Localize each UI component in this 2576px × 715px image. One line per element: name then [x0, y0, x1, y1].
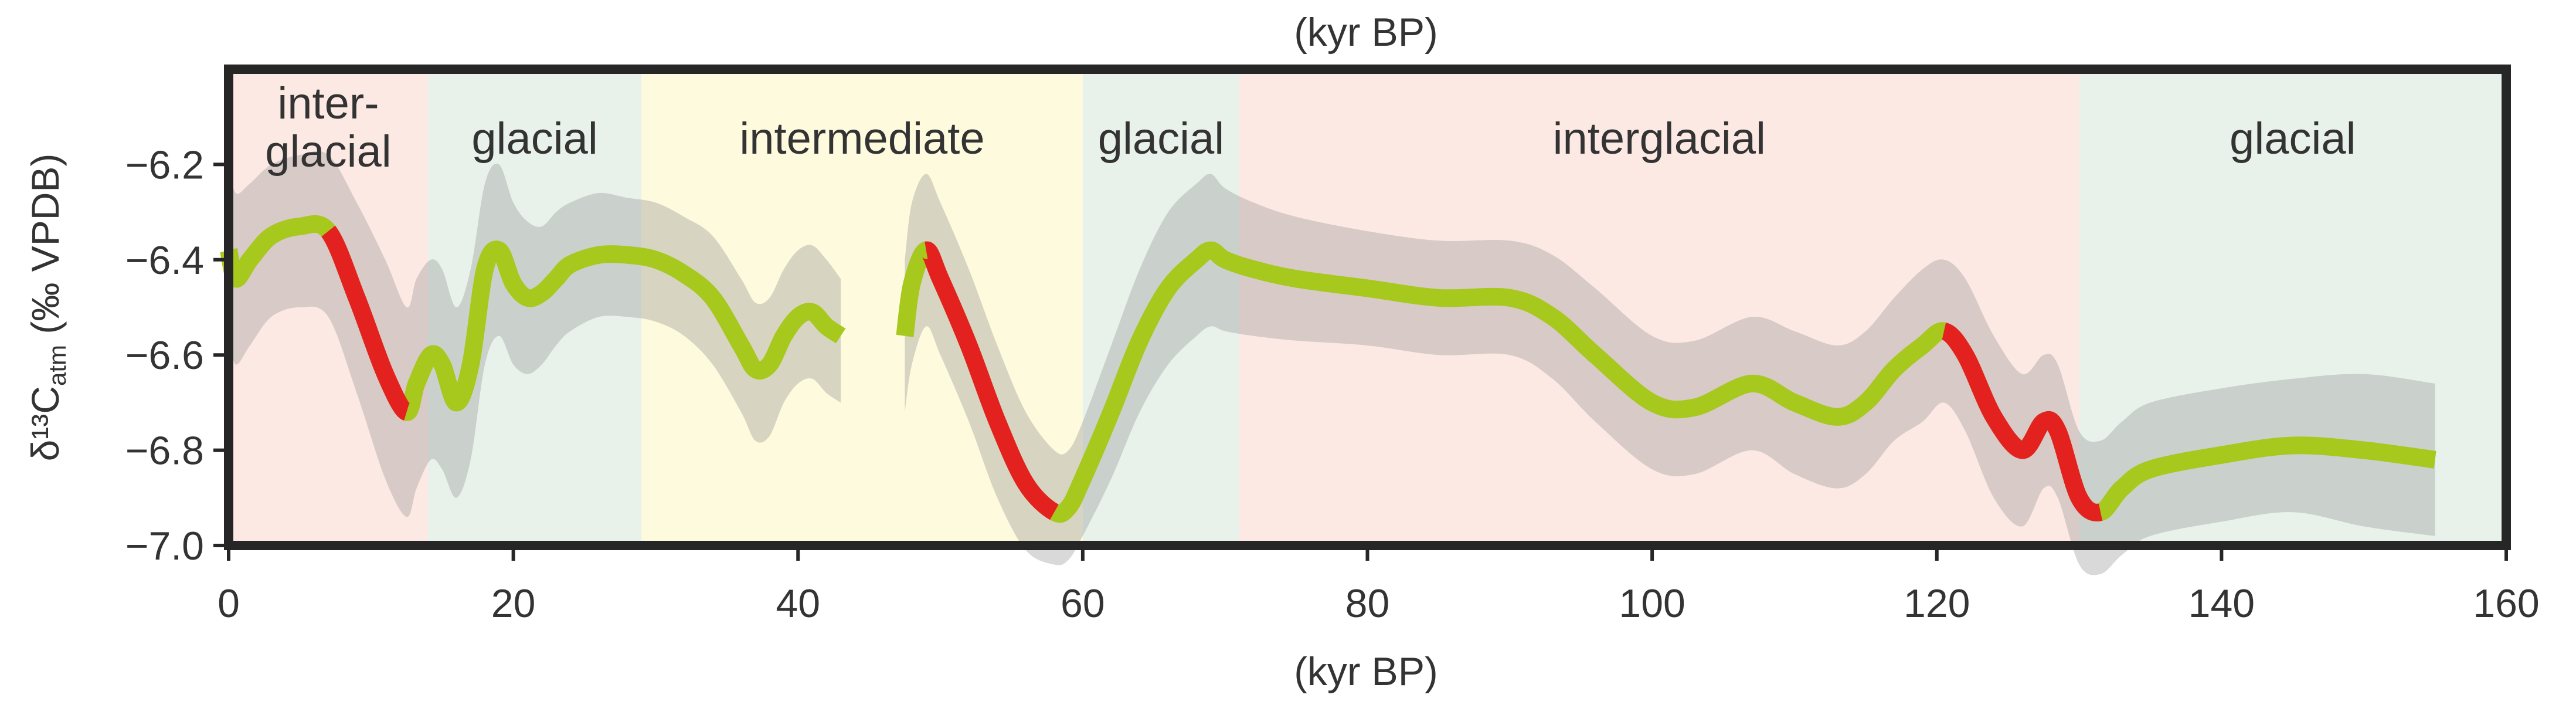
data-lines: [220, 215, 2436, 523]
highlight-line: [321, 225, 412, 421]
period-label: glacial: [1098, 114, 1224, 164]
y-tick-label: −6.2: [125, 143, 204, 187]
period-labels: inter-glacial glacial intermediate glacial i…: [265, 79, 2356, 177]
x-axis-label: (kyr BP): [1294, 649, 1438, 694]
y-tick-label: −6.4: [125, 238, 204, 283]
highlight-line: [922, 241, 1059, 520]
highlight-line: [1941, 322, 2103, 521]
period-label: glacial: [2230, 114, 2356, 164]
x-tick-label: 40: [776, 581, 820, 626]
period-label: inter-glacial: [265, 79, 391, 177]
period-label: interglacial: [1553, 114, 1766, 164]
period-label-line: inter-: [277, 79, 379, 128]
y-tick-label: −6.8: [125, 429, 204, 473]
plot-frame: [224, 65, 2511, 550]
period-label-line: glacial: [471, 114, 597, 164]
period-label-line: interglacial: [1553, 114, 1766, 164]
y-axis-label-symbol: δ¹³C: [23, 386, 67, 461]
period-label-line: intermediate: [739, 114, 984, 164]
period-label-line: glacial: [265, 127, 391, 177]
x-tick-label: 120: [1904, 581, 1970, 626]
chart-title: (kyr BP): [1294, 10, 1438, 55]
period-label-line: glacial: [1098, 114, 1224, 164]
axes: 0 20 40 60 80 100 120 140 160 −6.2 −6.4 −6.6 −6.8 −7.…: [125, 143, 2540, 626]
x-tick-label: 100: [1619, 581, 1685, 626]
x-tick-label: 0: [218, 581, 240, 626]
uncertainty-band: [229, 151, 841, 517]
y-axis-label: δ¹³Catm (‰ VPDB): [23, 154, 71, 462]
period-backgrounds: [229, 69, 2506, 545]
x-tick-label: 160: [2473, 581, 2539, 626]
period-label-line: glacial: [2230, 114, 2356, 164]
x-tick-label: 20: [491, 581, 536, 626]
period-background: [427, 69, 642, 545]
period-background: [229, 69, 428, 545]
period-label: intermediate: [739, 114, 984, 164]
y-axis-label-subscript: atm: [43, 345, 71, 386]
y-tick-label: −6.6: [125, 333, 204, 378]
y-tick-label: −7.0: [125, 524, 204, 568]
x-tick-label: 140: [2188, 581, 2255, 626]
x-tick-label: 80: [1345, 581, 1390, 626]
period-label: glacial: [471, 114, 597, 164]
period-background: [1239, 69, 2079, 545]
x-tick-label: 60: [1061, 581, 1105, 626]
y-axis-label-unit: (‰ VPDB): [23, 154, 67, 345]
